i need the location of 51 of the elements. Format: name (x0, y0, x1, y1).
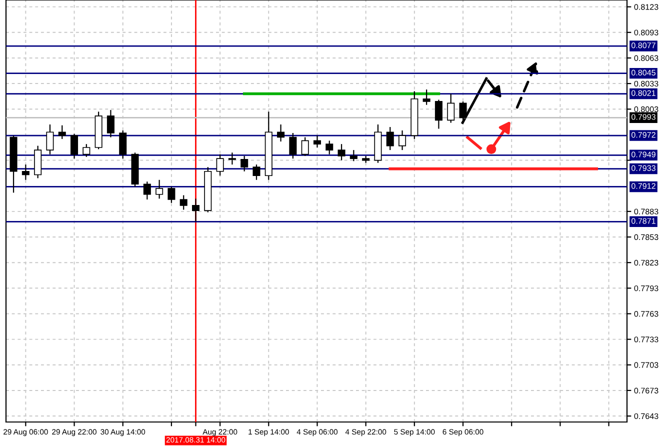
ref-line-label: 0.7949 (631, 152, 656, 158)
y-tick-label: 0.7763 (634, 311, 658, 317)
candlestick (252, 164, 260, 180)
y-tick-label: 0.7733 (634, 336, 658, 342)
candlestick (58, 124, 66, 140)
candlestick (192, 198, 200, 222)
candlestick (216, 154, 224, 176)
candlestick (143, 181, 151, 200)
candlestick (156, 179, 164, 200)
y-tick-label: 0.7823 (634, 260, 658, 266)
y-tick-label: 0.7793 (634, 285, 658, 292)
y-tick-label: 0.8093 (634, 30, 658, 36)
candlestick (350, 149, 358, 162)
ref-line-label: 0.7933 (631, 165, 656, 171)
candlestick (289, 132, 297, 160)
y-tick-label: 0.7703 (634, 362, 658, 368)
ref-line-label: 0.8021 (631, 90, 656, 96)
candlestick (326, 140, 334, 155)
y-tick-label: 0.7883 (634, 208, 658, 214)
ref-line-label: 0.7993 (631, 114, 656, 120)
ref-line-label: 0.8077 (631, 42, 656, 48)
candlestick (434, 99, 442, 130)
ref-line-label: 0.8045 (631, 70, 656, 76)
y-tick-label: 0.8033 (634, 80, 658, 87)
candlestick (422, 88, 430, 106)
candlestick (228, 152, 236, 166)
y-tick-label: 0.8123 (634, 4, 658, 10)
candlestick (22, 164, 30, 180)
candlestick (447, 93, 455, 124)
ref-line-label: 0.7972 (631, 132, 656, 138)
candlestick (168, 186, 176, 204)
ref-line-label: 0.7871 (631, 218, 656, 224)
y-tick-label: 0.7853 (634, 234, 658, 240)
candlestick (301, 136, 309, 157)
ref-line-label: 0.7912 (631, 183, 656, 189)
candlestick (106, 109, 114, 138)
candlestick (398, 130, 406, 151)
candlestick (338, 144, 346, 161)
candlestick (277, 124, 285, 142)
candlestick (313, 134, 321, 148)
candlestick (386, 126, 394, 151)
y-tick-label: 0.7643 (634, 413, 658, 420)
candlestick (119, 130, 127, 160)
candlestick (82, 144, 90, 158)
y-tick-label: 0.7673 (634, 388, 658, 394)
candlestick (70, 133, 78, 160)
candlestick (46, 124, 54, 155)
candlestick (180, 194, 188, 210)
candlestick (240, 155, 248, 172)
y-tick-label: 0.8063 (634, 55, 658, 61)
y-tick-label: 0.8003 (634, 106, 658, 112)
